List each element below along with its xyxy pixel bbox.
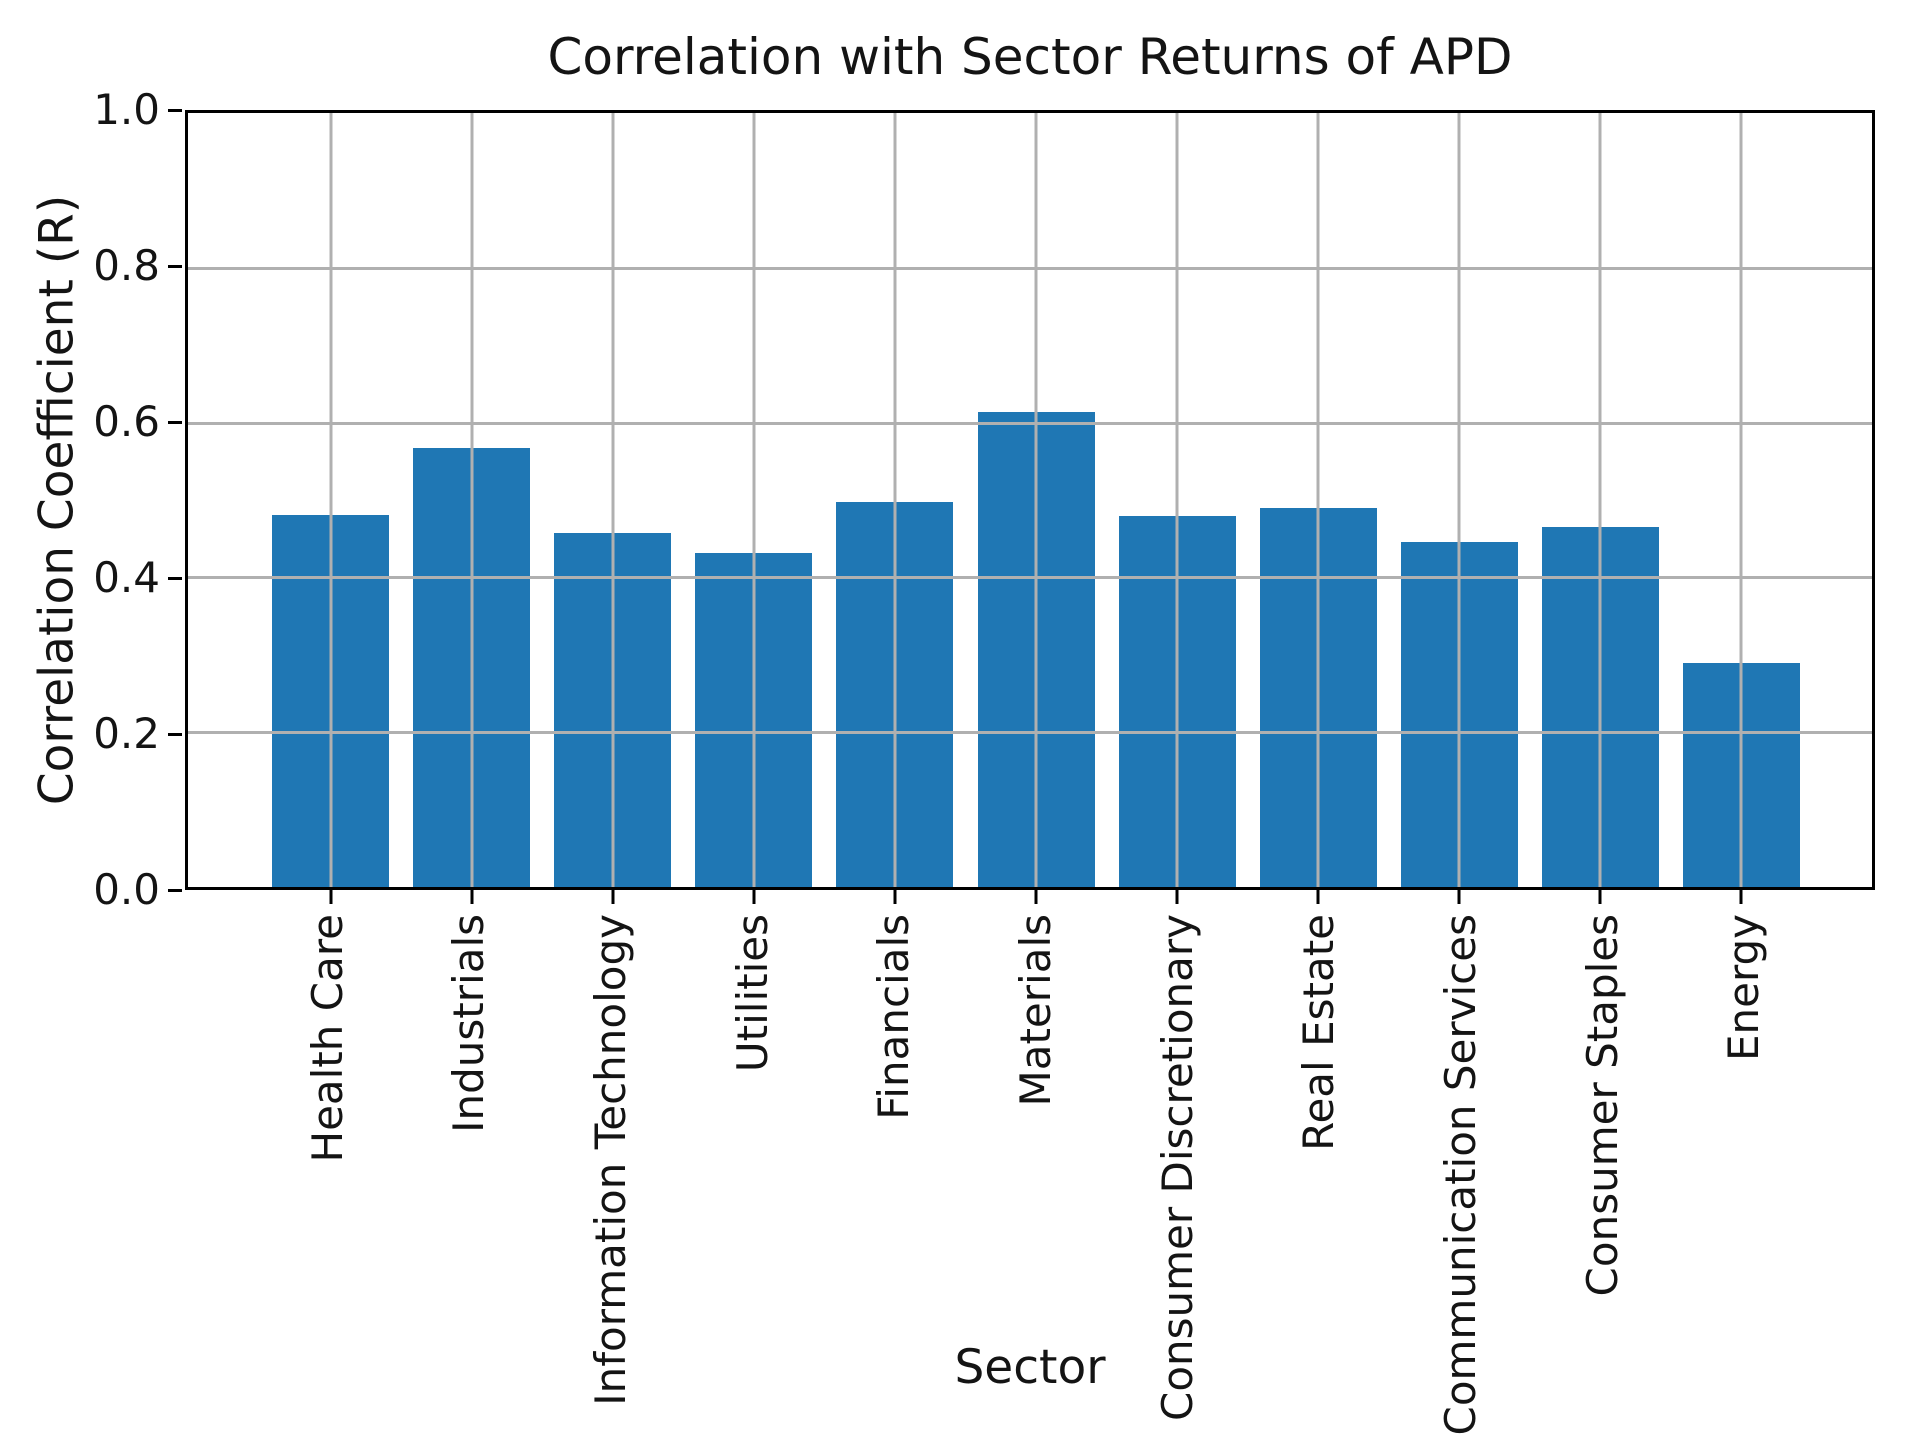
grid-line-x <box>1034 113 1038 887</box>
grid-line-x <box>329 113 333 887</box>
y-tick-label: 1.0 <box>93 85 160 134</box>
x-tick-mark <box>611 890 615 904</box>
y-tick-mark <box>168 108 182 112</box>
bar-column <box>1530 113 1671 904</box>
x-tick-label: Industrials <box>444 914 494 1133</box>
y-tick-mark <box>168 264 182 268</box>
chart-title: Correlation with Sector Returns of APD <box>547 28 1513 86</box>
x-tick-mark <box>470 890 474 904</box>
x-tick-label: Utilities <box>727 914 777 1073</box>
grid-line-y <box>188 421 1872 425</box>
bar-column <box>401 113 542 904</box>
grid-line-x <box>1739 113 1743 887</box>
y-tick-label: 0.4 <box>93 553 160 602</box>
bar-column <box>542 113 683 904</box>
y-tick-mark <box>168 888 182 892</box>
bar-column <box>683 113 824 904</box>
x-tick-mark <box>1457 890 1461 904</box>
y-tick-label: 0.6 <box>93 397 160 446</box>
grid-line-x <box>752 113 756 887</box>
y-tick-mark <box>168 420 182 424</box>
x-tick-label: Health Care <box>302 914 352 1163</box>
grid-line-x <box>1175 113 1179 887</box>
grid-line-x <box>470 113 474 887</box>
x-tick-mark <box>893 890 897 904</box>
x-axis-title: Sector <box>954 1340 1106 1395</box>
bar-column <box>1389 113 1530 904</box>
x-tick-label: Financials <box>869 914 919 1120</box>
grid-line-y <box>188 266 1872 270</box>
x-tick-label: Energy <box>1719 914 1769 1062</box>
grid-line-x <box>1316 113 1320 887</box>
x-tick-mark <box>1175 890 1179 904</box>
x-tick-label: Materials <box>1010 914 1060 1107</box>
x-tick-mark <box>752 890 756 904</box>
x-tick-mark <box>1034 890 1038 904</box>
grid-line-x <box>893 113 897 887</box>
y-tick-mark <box>168 576 182 580</box>
x-tick-label: Real Estate <box>1294 914 1344 1151</box>
bar-column <box>1107 113 1248 904</box>
y-tick-label: 0.8 <box>93 241 160 290</box>
bar-column <box>260 113 401 904</box>
plot-area <box>185 110 1875 904</box>
bar-column <box>1248 113 1389 904</box>
grid-line-x <box>611 113 615 887</box>
x-tick-label: Information Technology <box>586 914 636 1406</box>
x-tick-mark <box>1598 890 1602 904</box>
y-tick-label: 0.2 <box>93 709 160 758</box>
x-tick-label: Consumer Staples <box>1577 914 1627 1297</box>
grid-line-y <box>188 731 1872 735</box>
grid-line-y <box>188 576 1872 580</box>
x-tick-mark <box>1316 890 1320 904</box>
y-tick-label: 0.0 <box>93 865 160 914</box>
x-tick-mark <box>1739 890 1743 904</box>
bar-column <box>1671 113 1812 904</box>
grid-line-x <box>1598 113 1602 887</box>
x-tick-mark <box>329 890 333 904</box>
bars-layer <box>188 113 1872 904</box>
bar-column <box>965 113 1106 904</box>
y-tick-mark <box>168 732 182 736</box>
bar-column <box>824 113 965 904</box>
grid-line-x <box>1457 113 1461 887</box>
